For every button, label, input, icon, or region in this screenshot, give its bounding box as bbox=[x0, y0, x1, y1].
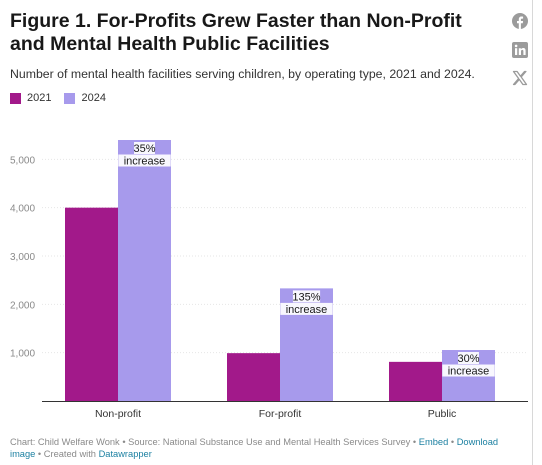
legend-swatch-2021 bbox=[10, 92, 21, 104]
y-tick-label: 2,000 bbox=[10, 300, 35, 311]
chart-subtitle: Number of mental health facilities servi… bbox=[10, 67, 475, 81]
bar-annotation: 35% bbox=[133, 143, 155, 155]
x-category-label: Public bbox=[428, 408, 457, 420]
annotation-bg bbox=[134, 142, 155, 154]
bar-2021-non-profit bbox=[65, 207, 118, 401]
y-tick-label: 3,000 bbox=[10, 252, 35, 263]
footer-separator: • bbox=[412, 437, 417, 447]
annotation-bg bbox=[458, 352, 479, 365]
bar-annotation: 135% bbox=[292, 291, 320, 303]
bar-annotation: 30% bbox=[457, 353, 479, 365]
chart-footer: Chart: Child Welfare Wonk • Source: Nati… bbox=[10, 436, 510, 460]
annotation-bg bbox=[118, 154, 171, 167]
y-tick-label: 5,000 bbox=[10, 155, 35, 166]
footer-created-with: Created with bbox=[43, 449, 96, 459]
facebook-icon[interactable] bbox=[512, 13, 528, 29]
chart-title: Figure 1. For-Profits Grew Faster than N… bbox=[10, 10, 462, 55]
annotation-bg bbox=[442, 364, 495, 377]
annotation-bg bbox=[292, 290, 321, 303]
footer-chart-credit: Chart: Child Welfare Wonk bbox=[10, 437, 120, 447]
datawrapper-link[interactable]: Datawrapper bbox=[98, 449, 152, 459]
footer-separator: • bbox=[450, 437, 455, 447]
bar-annotation: increase bbox=[124, 156, 166, 168]
footer-source: Source: National Substance Use and Menta… bbox=[128, 437, 411, 447]
bar-2021-for-profit bbox=[227, 353, 280, 401]
legend-item-2024: 2024 bbox=[64, 92, 106, 104]
x-category-label: Non-profit bbox=[95, 408, 141, 420]
linkedin-icon[interactable] bbox=[512, 42, 528, 58]
y-tick-label: 1,000 bbox=[10, 349, 35, 360]
download-image-link[interactable]: Download image bbox=[10, 437, 499, 459]
legend-swatch-2024 bbox=[64, 92, 76, 104]
legend-label-2021: 2021 bbox=[27, 92, 52, 104]
embed-link[interactable]: Embed bbox=[418, 437, 449, 447]
y-tick-label: 4,000 bbox=[10, 204, 35, 215]
annotation-bg bbox=[280, 302, 333, 315]
bar-annotation: increase bbox=[448, 366, 490, 378]
footer-separator: • bbox=[37, 449, 42, 459]
legend-item-2021: 2021 bbox=[10, 92, 51, 104]
x-icon[interactable] bbox=[512, 70, 528, 86]
bar-2024-non-profit bbox=[118, 140, 171, 401]
x-category-label: For-profit bbox=[259, 408, 302, 420]
bar-annotation: increase bbox=[286, 304, 328, 316]
footer-separator: • bbox=[122, 437, 126, 447]
chart-legend: 2021 2024 bbox=[10, 91, 119, 105]
bar-chart: 1,0002,0003,0004,0005,00035%increaseNon-… bbox=[10, 140, 528, 420]
legend-label-2024: 2024 bbox=[81, 92, 106, 104]
bar-2021-public bbox=[389, 361, 442, 401]
